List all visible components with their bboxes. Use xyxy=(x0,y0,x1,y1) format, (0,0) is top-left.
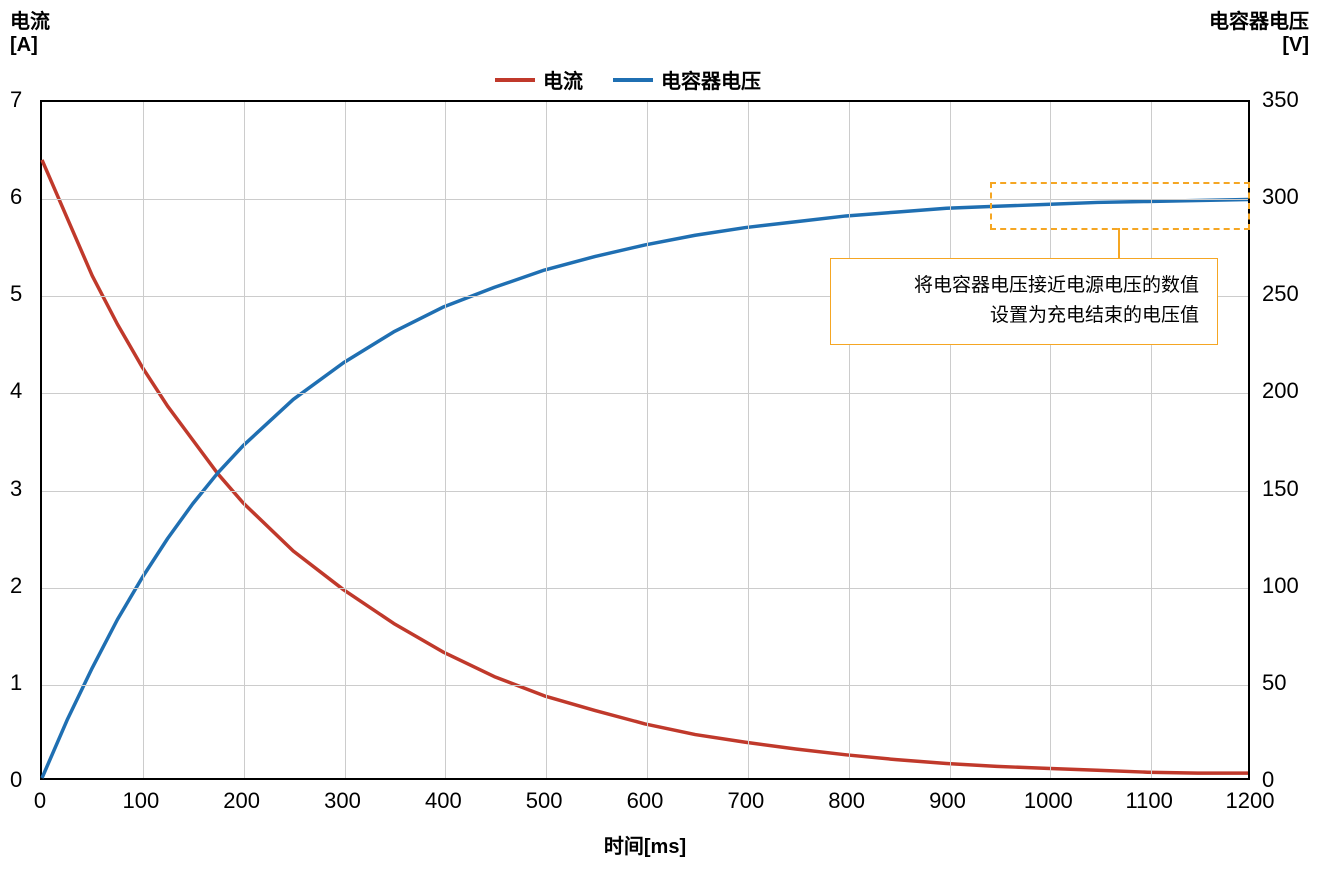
legend: 电流 电容器电压 xyxy=(495,65,761,94)
y-right-tick-label: 300 xyxy=(1262,184,1299,210)
y-right-tick-label: 350 xyxy=(1262,87,1299,113)
legend-swatch xyxy=(613,78,653,82)
gridline-vertical xyxy=(143,102,144,778)
left-axis-title: 电流[A] xyxy=(10,5,50,57)
chart-container: 电流[A] 电容器电压[V] 电流电容器电压 将电容器电压接近电源电压的数值 设… xyxy=(0,0,1319,879)
y-left-tick-label: 1 xyxy=(10,670,22,696)
x-tick-label: 200 xyxy=(223,788,260,814)
gridline-horizontal xyxy=(42,491,1248,492)
annotation-box: 将电容器电压接近电源电压的数值 设置为充电结束的电压值 xyxy=(830,258,1218,345)
x-tick-label: 0 xyxy=(34,788,46,814)
gridline-horizontal xyxy=(42,393,1248,394)
y-left-tick-label: 0 xyxy=(10,767,22,793)
gridline-vertical xyxy=(546,102,547,778)
x-tick-label: 100 xyxy=(122,788,159,814)
legend-label: 电容器电压 xyxy=(661,65,761,94)
gridline-vertical xyxy=(748,102,749,778)
legend-swatch xyxy=(495,78,535,82)
y-right-tick-label: 200 xyxy=(1262,378,1299,404)
y-right-tick-label: 0 xyxy=(1262,767,1274,793)
legend-label: 电流 xyxy=(543,65,583,94)
legend-item: 电容器电压 xyxy=(613,65,761,94)
annotation-text-line2: 设置为充电结束的电压值 xyxy=(849,301,1199,331)
gridline-horizontal xyxy=(42,588,1248,589)
right-axis-title: 电容器电压[V] xyxy=(1209,5,1309,57)
y-left-tick-label: 7 xyxy=(10,87,22,113)
y-left-tick-label: 2 xyxy=(10,573,22,599)
y-left-tick-label: 4 xyxy=(10,378,22,404)
x-tick-label: 400 xyxy=(425,788,462,814)
y-right-tick-label: 100 xyxy=(1262,573,1299,599)
gridline-vertical xyxy=(445,102,446,778)
x-axis-label: 时间[ms] xyxy=(604,830,686,859)
gridline-vertical xyxy=(647,102,648,778)
left-axis-title-line1: 电流 xyxy=(10,5,50,34)
gridline-vertical xyxy=(244,102,245,778)
gridline-vertical xyxy=(950,102,951,778)
y-right-tick-label: 250 xyxy=(1262,281,1299,307)
gridline-vertical xyxy=(849,102,850,778)
legend-item: 电流 xyxy=(495,65,583,94)
left-axis-title-line2: [A] xyxy=(10,34,50,57)
right-axis-title-line1: 电容器电压 xyxy=(1209,5,1309,34)
y-left-tick-label: 5 xyxy=(10,281,22,307)
x-tick-label: 300 xyxy=(324,788,361,814)
gridline-vertical xyxy=(1151,102,1152,778)
gridline-vertical xyxy=(1050,102,1051,778)
y-left-tick-label: 6 xyxy=(10,184,22,210)
annotation-leader-line xyxy=(1118,228,1120,258)
right-axis-title-line2: [V] xyxy=(1209,34,1309,57)
y-right-tick-label: 50 xyxy=(1262,670,1286,696)
plot-area xyxy=(40,100,1250,780)
y-right-tick-label: 150 xyxy=(1262,476,1299,502)
gridline-horizontal xyxy=(42,685,1248,686)
x-tick-label: 600 xyxy=(627,788,664,814)
x-tick-label: 1000 xyxy=(1024,788,1073,814)
gridline-horizontal xyxy=(42,199,1248,200)
x-tick-label: 700 xyxy=(727,788,764,814)
x-tick-label: 1100 xyxy=(1126,788,1173,814)
x-tick-label: 800 xyxy=(828,788,865,814)
gridline-vertical xyxy=(345,102,346,778)
x-tick-label: 900 xyxy=(929,788,966,814)
annotation-text-line1: 将电容器电压接近电源电压的数值 xyxy=(849,271,1199,301)
y-left-tick-label: 3 xyxy=(10,476,22,502)
x-tick-label: 500 xyxy=(526,788,563,814)
chart-lines-svg xyxy=(42,102,1248,778)
